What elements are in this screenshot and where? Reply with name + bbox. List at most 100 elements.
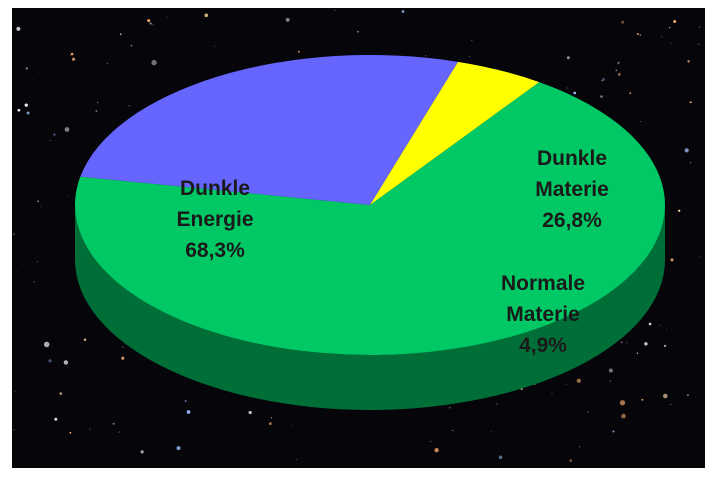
star <box>71 57 76 61</box>
slice <box>74 82 665 355</box>
star <box>119 33 122 36</box>
star <box>130 44 133 47</box>
star <box>678 209 681 212</box>
star <box>285 17 290 22</box>
star <box>83 338 87 341</box>
star <box>587 411 589 413</box>
star <box>666 328 668 330</box>
star <box>578 446 580 448</box>
star <box>576 378 581 383</box>
star <box>626 342 628 344</box>
star <box>43 341 50 348</box>
star <box>670 42 672 44</box>
star <box>69 431 72 434</box>
star <box>24 103 28 107</box>
star <box>430 440 432 442</box>
star <box>496 403 498 405</box>
star <box>641 398 644 401</box>
star <box>39 71 40 73</box>
star <box>617 72 621 76</box>
star <box>468 56 470 58</box>
star <box>25 67 28 70</box>
star <box>689 162 692 164</box>
star <box>248 410 252 415</box>
value-label: 4,9% <box>519 334 567 357</box>
star <box>296 458 298 460</box>
star <box>600 95 603 98</box>
star <box>609 380 611 382</box>
star <box>33 281 35 283</box>
star <box>629 92 632 95</box>
star <box>498 455 503 460</box>
star <box>95 110 98 113</box>
star <box>670 258 674 262</box>
star <box>40 205 42 207</box>
star <box>69 55 71 56</box>
slice-label: Normale Materie 4,9% <box>493 268 593 361</box>
star <box>661 36 663 38</box>
star <box>636 32 639 36</box>
category-label: Dunkle Materie <box>535 147 609 201</box>
star <box>140 450 144 454</box>
star <box>644 342 648 346</box>
star <box>698 26 700 28</box>
star <box>621 341 623 343</box>
star <box>699 256 701 258</box>
star <box>551 392 553 394</box>
star <box>49 140 51 142</box>
star <box>186 410 191 414</box>
star <box>619 400 626 406</box>
value-label: 26,8% <box>542 209 602 232</box>
star <box>17 108 21 112</box>
star <box>13 233 16 236</box>
slice <box>80 54 459 205</box>
star <box>566 56 570 60</box>
star <box>621 413 626 419</box>
star <box>573 91 577 95</box>
star <box>639 120 641 122</box>
slice-side <box>75 205 665 410</box>
star <box>184 400 187 403</box>
star <box>684 148 689 153</box>
star <box>639 34 641 36</box>
star <box>121 346 124 348</box>
star <box>663 344 667 348</box>
star <box>37 200 40 203</box>
star <box>334 10 336 11</box>
star <box>13 429 15 431</box>
star <box>54 417 58 421</box>
star <box>471 39 473 41</box>
value-label: 68,3% <box>185 239 245 262</box>
star <box>608 368 613 373</box>
star <box>689 101 692 104</box>
star <box>118 431 120 433</box>
pie <box>74 54 665 410</box>
star <box>617 61 620 64</box>
star <box>648 322 652 326</box>
star <box>297 50 300 53</box>
star <box>659 324 662 326</box>
star <box>16 26 21 31</box>
category-label: Normale Materie <box>500 272 586 326</box>
slice <box>370 61 540 205</box>
star <box>698 43 700 46</box>
star <box>565 383 567 385</box>
star <box>670 403 672 405</box>
star <box>448 406 451 409</box>
star <box>70 52 74 56</box>
star <box>20 122 22 124</box>
star <box>612 430 615 433</box>
slice-label: Dunkle Energie 68,3% <box>165 173 265 266</box>
star <box>48 359 52 363</box>
star <box>452 430 454 431</box>
star <box>147 19 151 23</box>
star <box>668 26 671 29</box>
star <box>689 102 691 103</box>
category-label: Dunkle Energie <box>176 177 254 231</box>
star <box>271 417 273 419</box>
star <box>67 195 68 196</box>
star <box>290 423 292 425</box>
star <box>687 60 690 63</box>
star <box>268 422 272 426</box>
